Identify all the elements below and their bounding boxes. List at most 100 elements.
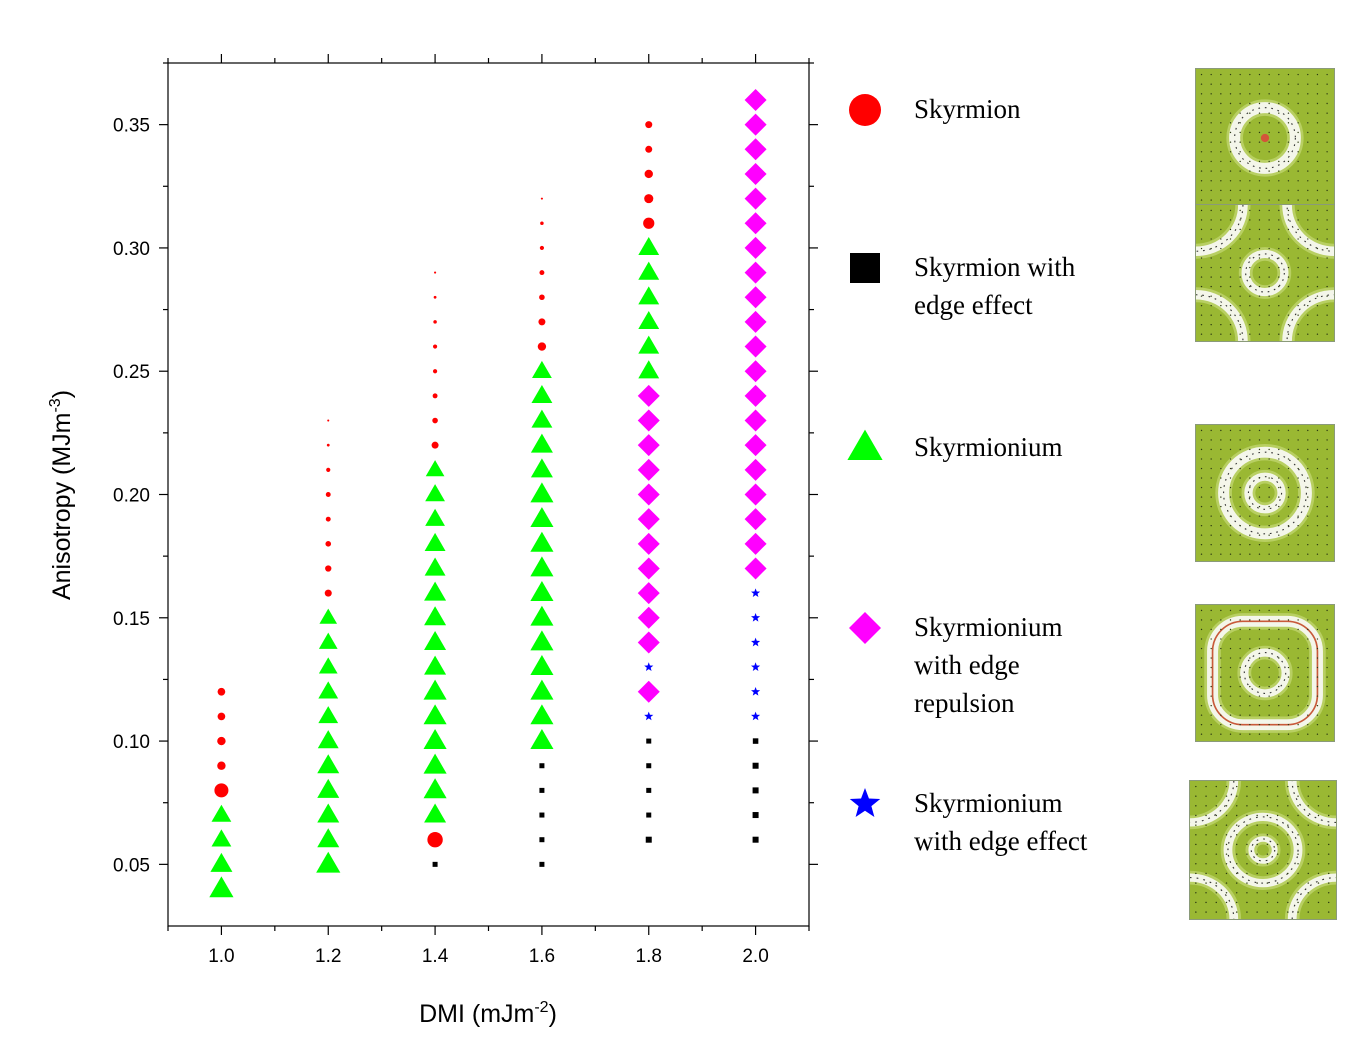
data-point-diamond xyxy=(744,212,767,235)
plot-frame xyxy=(167,62,810,927)
data-point-square xyxy=(539,787,545,793)
data-point-circle xyxy=(427,832,443,848)
data-point-diamond xyxy=(744,138,767,161)
data-point-diamond xyxy=(637,631,660,654)
data-point-diamond xyxy=(744,483,767,506)
data-point-star xyxy=(644,662,654,671)
data-point-triangle xyxy=(638,286,660,305)
data-point-circle xyxy=(325,565,332,572)
data-point-circle xyxy=(644,169,653,179)
data-point-diamond xyxy=(744,360,767,383)
data-point-circle xyxy=(645,145,653,153)
data-point-circle xyxy=(432,369,438,374)
x-tick-label: 1.8 xyxy=(636,946,662,967)
data-point-circle xyxy=(539,294,545,301)
legend-symbol-diamond xyxy=(849,612,881,644)
data-point-circle xyxy=(325,492,331,497)
data-point-diamond xyxy=(744,434,767,457)
data-point-triangle xyxy=(638,237,660,256)
data-point-triangle xyxy=(424,532,446,551)
data-point-star xyxy=(751,612,761,622)
data-point-diamond xyxy=(744,458,767,481)
data-point-star xyxy=(751,686,761,696)
data-point-square xyxy=(539,837,545,843)
data-point-triangle xyxy=(316,851,341,873)
data-point-circle xyxy=(645,121,653,129)
data-point-triangle xyxy=(318,681,339,699)
data-point-triangle xyxy=(530,655,554,675)
data-point-circle xyxy=(432,393,438,399)
data-point-triangle xyxy=(317,778,340,798)
data-point-diamond xyxy=(637,606,660,629)
data-point-square xyxy=(646,738,652,744)
phase-diagram: 1.0 1.2 1.4 1.6 1.8 2.0 0.05 0.10 0.15 0.20 0.25 0.… xyxy=(47,54,818,1028)
data-point-square xyxy=(539,763,545,769)
data-point-diamond xyxy=(744,508,767,531)
data-point-circle xyxy=(217,687,226,696)
y-tick-label: 0.35 xyxy=(113,116,150,137)
data-point-diamond xyxy=(744,113,767,136)
x-tick-label: 1.4 xyxy=(422,946,449,967)
data-point-diamond xyxy=(637,434,660,457)
x-axis-title-end: ) xyxy=(549,1000,557,1028)
data-point-circle xyxy=(538,318,546,326)
data-point-diamond xyxy=(744,310,767,333)
data-point-diamond xyxy=(637,557,660,580)
legend-label: Skyrmionium with edge repulsion xyxy=(914,612,1063,718)
legend-marker-circle xyxy=(849,94,881,126)
legend-symbol-square xyxy=(850,253,880,283)
data-point-triangle xyxy=(638,261,660,280)
data-point-circle xyxy=(326,467,331,472)
data-point-triangle xyxy=(423,778,447,799)
data-point-triangle xyxy=(530,458,553,478)
data-point-triangle xyxy=(530,507,554,528)
data-point-triangle xyxy=(317,828,340,848)
data-point-circle xyxy=(433,320,437,324)
data-point-diamond xyxy=(744,532,767,555)
data-point-triangle xyxy=(530,433,553,453)
data-point-triangle xyxy=(317,803,340,823)
series-skyrmionium-with-edge-repulsion xyxy=(637,88,767,703)
data-point-square xyxy=(752,762,759,769)
data-point-triangle xyxy=(423,679,447,700)
data-point-diamond xyxy=(637,680,660,703)
data-point-circle xyxy=(327,419,330,422)
y-tick-label: 0.10 xyxy=(113,732,150,753)
data-point-diamond xyxy=(637,384,660,407)
data-point-triangle xyxy=(317,730,339,749)
texture-thumbnail-skyrmionium-repulsion xyxy=(1195,604,1335,742)
data-point-triangle xyxy=(423,753,447,774)
data-point-diamond xyxy=(744,286,767,309)
data-point-circle xyxy=(325,541,332,547)
data-point-square xyxy=(646,812,652,818)
data-point-triangle xyxy=(423,728,447,749)
data-point-diamond xyxy=(637,508,660,531)
data-point-triangle xyxy=(424,557,446,576)
data-point-square xyxy=(752,738,759,744)
data-point-triangle xyxy=(530,704,554,725)
data-point-triangle xyxy=(424,630,447,650)
data-point-star xyxy=(751,662,761,671)
texture-thumbnail-skyrmion xyxy=(1195,68,1335,208)
texture-thumbnail-skyrmionium xyxy=(1195,424,1335,562)
data-point-triangle xyxy=(532,360,552,378)
data-point-diamond xyxy=(744,236,767,259)
data-point-triangle xyxy=(423,704,447,725)
y-axis-title-sup: -3 xyxy=(47,398,64,412)
data-point-circle xyxy=(644,194,654,204)
data-point-triangle xyxy=(638,335,660,354)
data-point-circle xyxy=(537,342,547,351)
data-point-triangle xyxy=(530,679,554,700)
data-point-square xyxy=(752,787,759,794)
data-point-circle xyxy=(433,295,437,299)
legend-symbol-circle xyxy=(849,94,881,126)
data-point-triangle xyxy=(531,384,553,403)
data-point-triangle xyxy=(530,581,554,602)
x-tick-label: 1.6 xyxy=(529,946,555,967)
data-point-circle xyxy=(432,417,438,424)
data-point-triangle xyxy=(424,655,447,675)
data-point-diamond xyxy=(637,532,660,555)
data-point-triangle xyxy=(318,706,339,724)
data-point-triangle xyxy=(530,531,554,552)
data-point-triangle xyxy=(209,876,234,898)
